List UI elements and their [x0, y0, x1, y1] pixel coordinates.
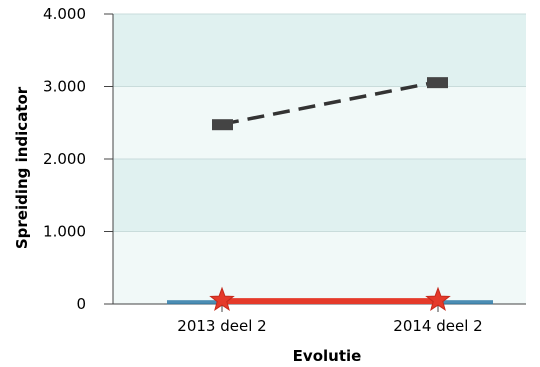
gridlines [113, 13, 526, 232]
y-axis-title: Spreiding indicator [13, 86, 31, 249]
x-tick-labels: 2013 deel 2 2014 deel 2 [177, 317, 482, 335]
series-red-star-marker [425, 286, 451, 311]
y-tick-label: 2.000 [43, 150, 86, 168]
series-red-star-marker [209, 286, 235, 311]
y-tick-label: 3.000 [43, 78, 86, 96]
plot-band [113, 14, 526, 87]
x-axis-title: Evolutie [293, 347, 362, 365]
series-layer [167, 77, 493, 311]
y-tick-label: 0 [76, 295, 86, 313]
plot-background-bands [113, 14, 526, 304]
series-dashed-marker [427, 77, 448, 89]
x-tick-label: 2013 deel 2 [177, 317, 266, 335]
series-dashed-marker [212, 119, 233, 131]
y-tick-labels: 0 1.000 2.000 3.000 4.000 [43, 5, 86, 313]
plot-band [113, 86, 526, 159]
plot-band [113, 231, 526, 304]
series-dashed-line [221, 80, 437, 126]
y-tick-label: 1.000 [43, 223, 86, 241]
plot-band [113, 159, 526, 232]
x-tick-label: 2014 deel 2 [393, 317, 482, 335]
y-tick-label: 4.000 [43, 5, 86, 23]
